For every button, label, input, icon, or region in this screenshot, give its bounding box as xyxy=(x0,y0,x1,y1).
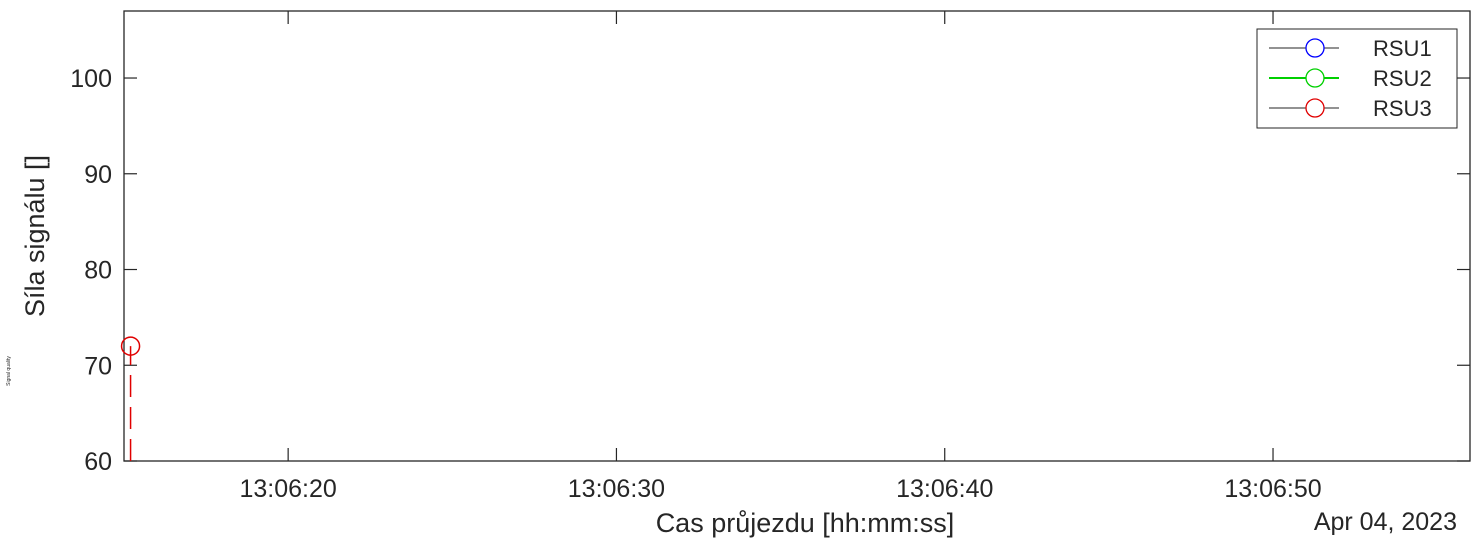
legend-label-rsu2: RSU2 xyxy=(1373,66,1432,91)
x-axis: 13:06:20 13:06:30 13:06:40 13:06:50 xyxy=(239,11,1322,503)
date-label: Apr 04, 2023 xyxy=(1314,508,1457,536)
legend-label-rsu3: RSU3 xyxy=(1373,96,1432,121)
y-tick-label: 70 xyxy=(84,352,112,380)
y-tick-label: 80 xyxy=(84,257,112,285)
series-rsu3-marker xyxy=(120,336,141,356)
x-tick-label: 13:06:50 xyxy=(1224,475,1321,503)
y-tick-label: 100 xyxy=(70,65,112,93)
x-tick-label: 13:06:30 xyxy=(568,475,665,503)
legend-label-rsu1: RSU1 xyxy=(1373,36,1432,61)
legend-marker-rsu3 xyxy=(1305,98,1325,118)
y-tick-label: 90 xyxy=(84,161,112,189)
x-tick-label: 13:06:20 xyxy=(239,475,336,503)
plot-area xyxy=(123,10,1471,462)
y-tick-label: 60 xyxy=(84,448,112,476)
axes-layer xyxy=(123,10,1471,462)
series-layer xyxy=(120,336,141,461)
x-axis-label: Cas průjezdu [hh:mm:ss] xyxy=(656,508,955,538)
y-axis-label: Síla signálu [] xyxy=(20,155,50,317)
y-axis: 60 70 80 90 100 xyxy=(70,65,1470,476)
x-tick-label: 13:06:40 xyxy=(896,475,993,503)
legend-marker-rsu1 xyxy=(1305,38,1325,58)
side-label: Signal quality xyxy=(6,356,12,386)
legend-marker-rsu2 xyxy=(1305,68,1325,88)
legend: RSU1 RSU2 RSU3 xyxy=(1256,28,1458,129)
